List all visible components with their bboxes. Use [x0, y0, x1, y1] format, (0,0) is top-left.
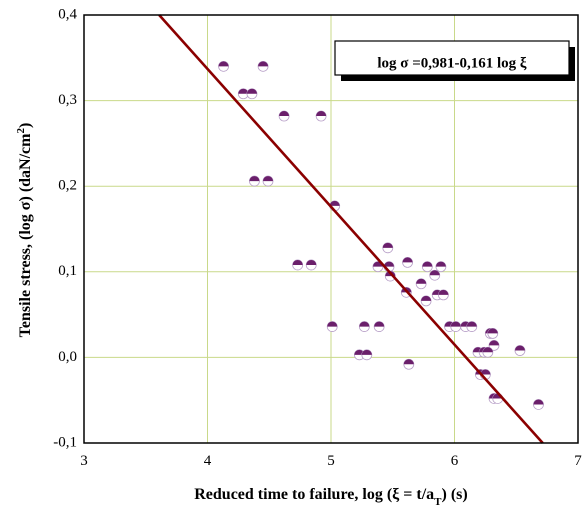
x-axis-label: Reduced time to failure, log (ξ = t/aT) …: [194, 486, 467, 508]
data-point: [466, 321, 478, 332]
y-tick-label: 0,1: [58, 263, 77, 279]
x-tick-label: 7: [574, 453, 582, 469]
data-point: [237, 88, 249, 100]
equation-box: log σ =0,981-0,161 log ξ: [334, 40, 575, 81]
data-point: [482, 346, 494, 358]
y-tick-label: 0,4: [58, 6, 77, 22]
data-point: [415, 278, 427, 290]
plot-frame: [83, 14, 579, 444]
data-points: [218, 60, 544, 410]
data-point: [533, 399, 544, 410]
data-point: [435, 261, 447, 273]
x-tick-label: 3: [80, 453, 88, 469]
y-tick-label: 0,2: [58, 178, 77, 194]
data-point: [361, 349, 373, 361]
equation-label: log σ =0,981-0,161 log ξ: [377, 55, 527, 71]
data-point: [249, 175, 260, 187]
data-point: [420, 295, 432, 307]
data-point: [326, 321, 338, 332]
data-point: [305, 259, 317, 271]
y-tick-label: 0,0: [58, 349, 77, 365]
y-tick-label: -0,1: [53, 434, 77, 450]
data-point: [429, 269, 441, 281]
data-point: [450, 321, 462, 332]
x-tick-label: 4: [204, 453, 212, 469]
y-axis-label: Tensile stress, (log σ) (daN/cm2): [15, 123, 34, 338]
data-point: [382, 242, 394, 254]
data-point: [246, 88, 258, 100]
data-point: [218, 60, 229, 72]
data-point: [437, 289, 449, 301]
x-tick-label: 6: [451, 453, 459, 469]
data-point: [262, 175, 274, 187]
data-point: [403, 358, 415, 370]
data-point: [292, 259, 304, 271]
data-point: [402, 256, 413, 268]
data-point: [488, 340, 500, 351]
fit-line: [158, 14, 544, 444]
x-tick-labels: 3 4 5 6 7: [80, 453, 582, 469]
y-tick-labels: -0,1 0,0 0,1 0,2 0,3 0,4: [53, 6, 77, 450]
x-tick-label: 5: [327, 453, 335, 469]
data-point: [257, 60, 269, 72]
data-point: [514, 345, 526, 356]
y-tick-label: 0,3: [58, 92, 77, 108]
data-point: [358, 321, 370, 332]
data-point: [487, 328, 499, 339]
data-point: [373, 321, 385, 332]
data-point: [315, 110, 327, 122]
data-point: [278, 110, 290, 122]
data-point: [421, 261, 433, 273]
